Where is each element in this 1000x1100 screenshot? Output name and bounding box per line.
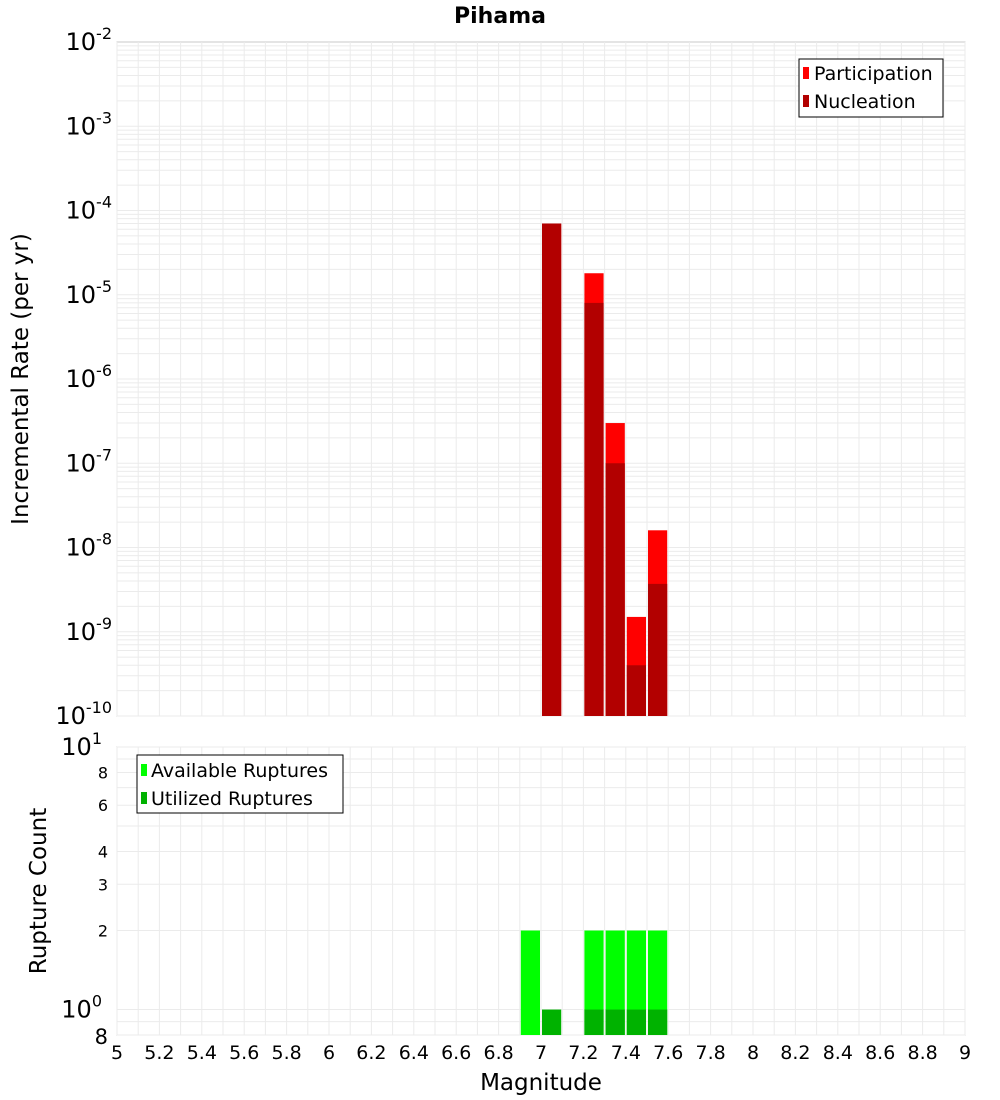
x-tick-label: 7.8 [695, 1042, 725, 1064]
nucleation-bar [648, 583, 668, 716]
legend-swatch-participation [803, 67, 809, 79]
y-tick-label: 2 [98, 922, 108, 941]
legend-label-available: Available Ruptures [151, 760, 328, 782]
x-tick-label: 8.8 [907, 1042, 937, 1064]
y-tick-label: 10-8 [66, 530, 113, 562]
x-tick-label: 5.8 [271, 1042, 301, 1064]
x-tick-label: 5.4 [187, 1042, 217, 1064]
utilized-ruptures-bar [584, 1009, 604, 1035]
x-tick-label: 7.2 [568, 1042, 598, 1064]
x-tick-label: 6 [323, 1042, 335, 1064]
chart-title: Pihama [454, 4, 546, 29]
x-tick-label: 8.4 [823, 1042, 853, 1064]
y-tick-label: 3 [98, 875, 108, 894]
x-tick-label: 7.4 [611, 1042, 641, 1064]
nucleation-bar [626, 665, 646, 716]
y-tick-label: 10-4 [66, 193, 113, 225]
bottom-y-axis-label: Rupture Count [26, 808, 52, 974]
y-tick-label: 10-6 [66, 361, 113, 393]
x-tick-label: 7 [535, 1042, 547, 1064]
available-ruptures-bar [626, 930, 646, 1035]
y-tick-label: 10-7 [66, 445, 113, 477]
legend-box [798, 58, 944, 118]
y-tick-label: 101 [61, 729, 102, 761]
y-tick-label: 10-5 [66, 277, 113, 309]
top-legend: Participation Nucleation [798, 58, 944, 118]
x-tick-label: 9 [959, 1042, 971, 1064]
top-grid [116, 42, 966, 717]
x-tick-label: 5 [111, 1042, 123, 1064]
x-tick-label: 8.6 [865, 1042, 895, 1064]
y-tick-label: 100 [61, 992, 102, 1024]
x-tick-label: 7.6 [653, 1042, 683, 1064]
legend-swatch-available [141, 764, 147, 776]
x-tick-label: 6.4 [399, 1042, 429, 1064]
y-tick-label: 10-10 [55, 698, 112, 730]
nucleation-bar [584, 302, 604, 716]
legend-box [136, 754, 344, 814]
x-axis-label: Magnitude [480, 1070, 602, 1096]
y-tick-label: 10-3 [66, 108, 113, 140]
available-ruptures-bar [520, 930, 540, 1035]
x-tick-label: 5.6 [229, 1042, 259, 1064]
available-ruptures-bar [605, 930, 625, 1035]
top-plot: 10-2 10-3 10-4 10-5 10-6 10-7 10-8 10-9 10-10 In… [8, 24, 966, 730]
top-y-axis-label: Incremental Rate (per yr) [8, 233, 34, 525]
x-tick-label: 6.2 [356, 1042, 386, 1064]
available-ruptures-bar [584, 930, 604, 1035]
utilized-ruptures-bar [605, 1009, 625, 1035]
x-tick-label: 5.2 [144, 1042, 174, 1064]
utilized-ruptures-bar [648, 1009, 668, 1035]
bottom-bars [520, 930, 668, 1035]
y-tick-label: 8 [98, 763, 108, 782]
x-ticks: 5 5.2 5.4 5.6 5.8 6 6.2 6.4 6.6 6.8 7 7.2 7.4 7.6 7.8 8… [111, 1042, 971, 1064]
y-tick-label: 4 [98, 842, 108, 861]
available-ruptures-bar [648, 930, 668, 1035]
utilized-ruptures-bar [542, 1009, 562, 1035]
legend-swatch-utilized [141, 792, 147, 804]
y-tick-label: 10-9 [66, 614, 113, 646]
x-tick-label: 8 [747, 1042, 759, 1064]
bottom-legend: Available Ruptures Utilized Ruptures [136, 754, 344, 814]
legend-label-nucleation: Nucleation [814, 91, 916, 113]
y-tick-label: 8 [95, 1025, 108, 1049]
x-tick-label: 6.8 [483, 1042, 513, 1064]
x-tick-label: 6.6 [441, 1042, 471, 1064]
top-bars [542, 223, 668, 717]
top-y-ticks: 10-2 10-3 10-4 10-5 10-6 10-7 10-8 10-9 10-10 [55, 24, 112, 730]
utilized-ruptures-bar [626, 1009, 646, 1035]
y-tick-label: 6 [98, 796, 108, 815]
y-tick-label: 10-2 [66, 24, 113, 56]
nucleation-bar [542, 223, 562, 717]
nucleation-bar [605, 463, 625, 716]
legend-label-utilized: Utilized Ruptures [151, 788, 313, 810]
legend-label-participation: Participation [814, 63, 933, 85]
x-tick-label: 8.2 [780, 1042, 810, 1064]
legend-swatch-nucleation [803, 95, 809, 107]
